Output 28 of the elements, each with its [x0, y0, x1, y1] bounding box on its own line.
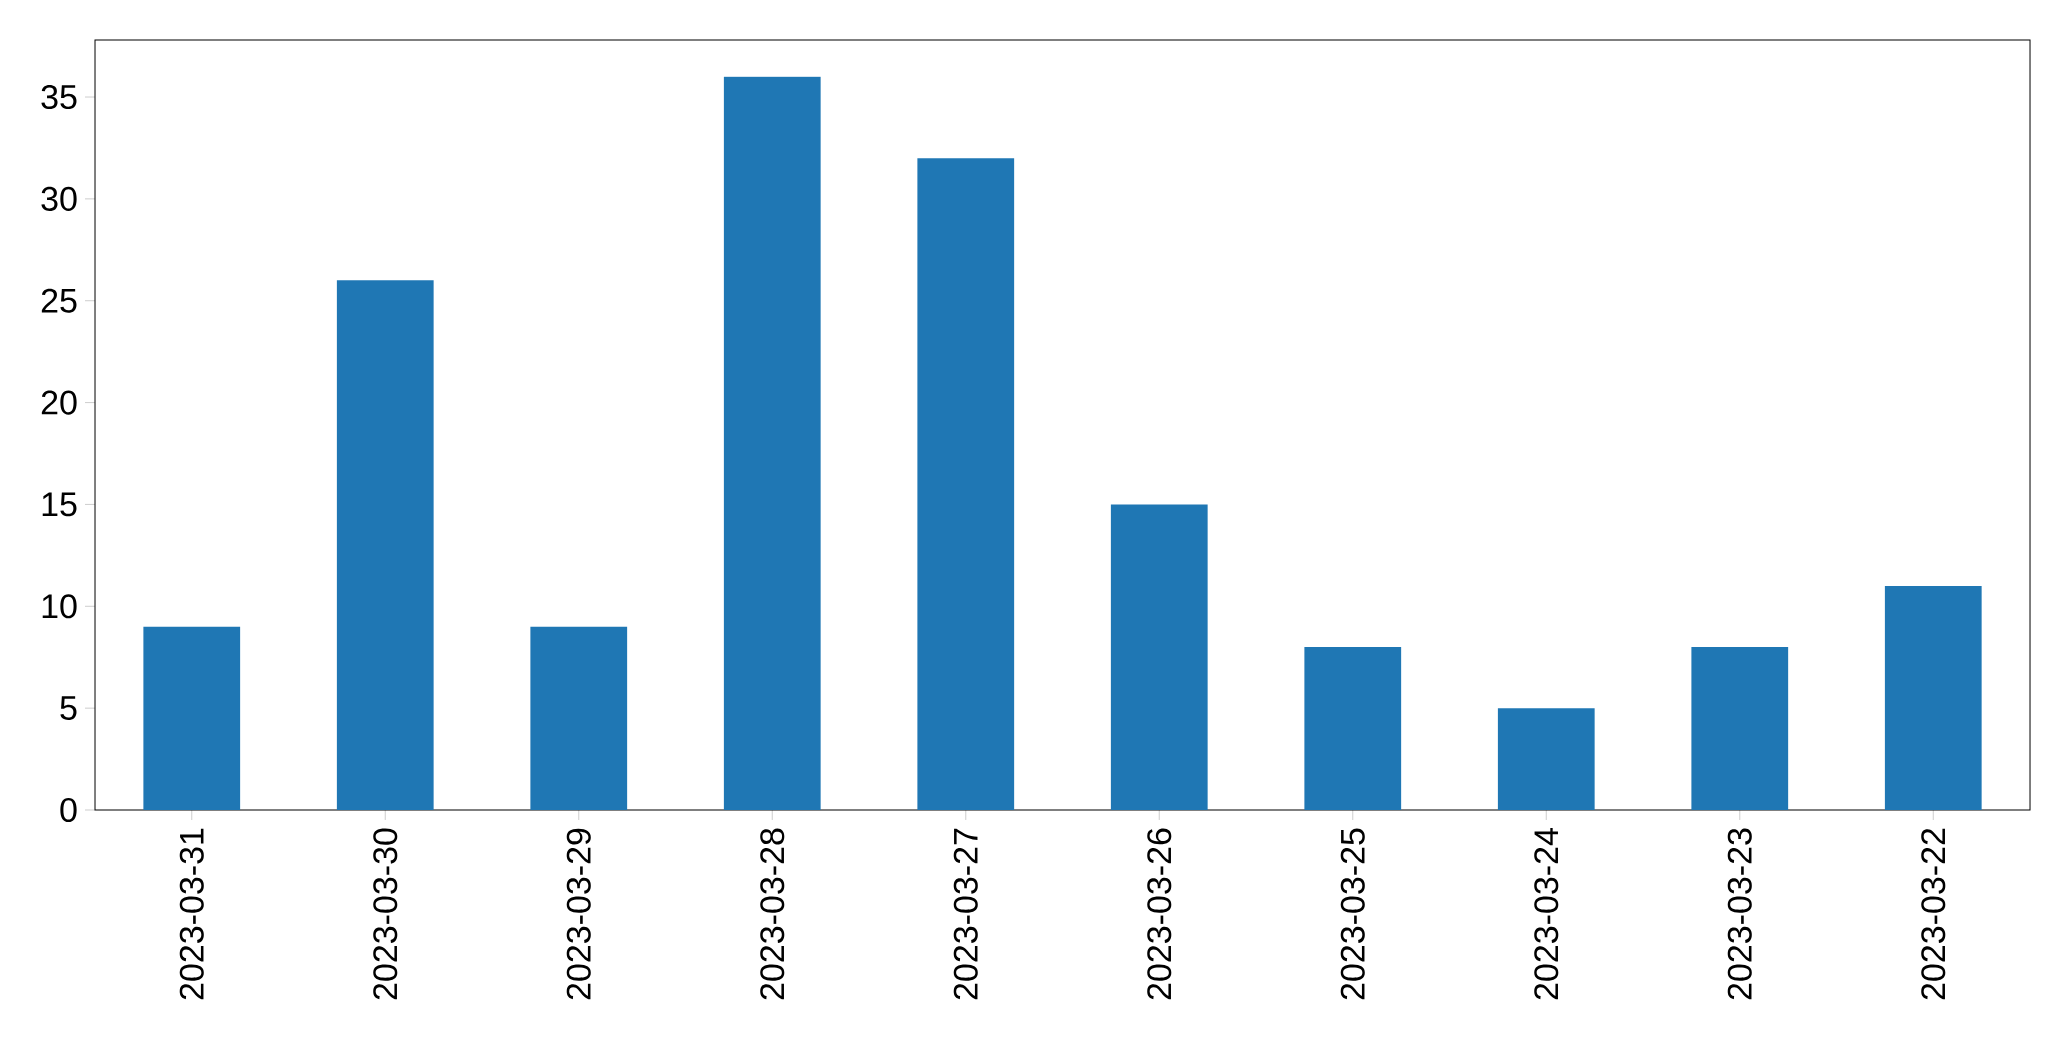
bar [336, 280, 434, 810]
x-tick-label: 2023-03-30 [373, 828, 398, 1000]
x-tick-label: 2023-03-24 [1534, 828, 1559, 1000]
bar [723, 76, 821, 810]
y-tick-label: 10 [42, 594, 77, 619]
y-tick-label: 30 [41, 186, 77, 211]
y-tick-label: 25 [41, 288, 77, 313]
y-tick-label: 5 [60, 696, 77, 721]
x-tick-label: 2023-03-22 [1921, 828, 1946, 1000]
bar [1691, 647, 1789, 810]
x-tick-label: 2023-03-23 [1727, 828, 1752, 1000]
y-tick-label: 0 [60, 797, 77, 823]
x-tick-label: 2023-03-28 [760, 828, 785, 1000]
x-tick-label: 2023-03-26 [1147, 828, 1172, 1000]
y-tick-label: 35 [41, 84, 77, 110]
bar [917, 158, 1015, 810]
bar [530, 626, 628, 810]
y-tick-label: 20 [41, 390, 77, 415]
x-tick-label: 2023-03-31 [179, 828, 204, 1000]
bar [1110, 504, 1208, 810]
x-tick-label: 2023-03-25 [1340, 828, 1365, 1000]
bar [1497, 708, 1595, 810]
x-tick-label: 2023-03-27 [953, 828, 978, 1000]
bar [143, 626, 241, 810]
bar [1884, 585, 1982, 810]
y-tick-label: 15 [42, 492, 77, 517]
x-tick-label: 2023-03-29 [566, 828, 591, 1000]
bar [1304, 647, 1402, 810]
